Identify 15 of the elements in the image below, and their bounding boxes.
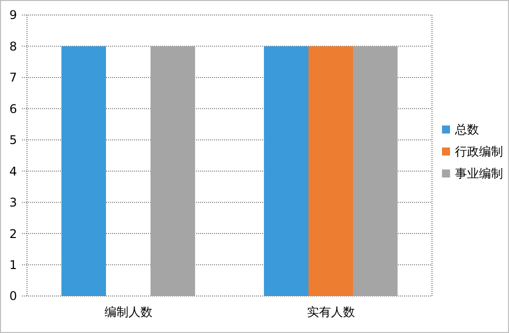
legend-label: 行政编制 — [455, 144, 503, 159]
legend-label: 事业编制 — [455, 166, 503, 181]
y-tick-label: 5 — [9, 133, 17, 148]
y-tick-label: 9 — [9, 8, 17, 22]
y-tick-label: 0 — [9, 289, 17, 304]
x-tick-label: 实有人数 — [306, 305, 355, 319]
y-tick-label: 2 — [9, 226, 17, 241]
y-tick-label: 1 — [9, 258, 17, 272]
legend-label: 总数 — [454, 122, 479, 137]
x-tick-label: 编制人数 — [104, 305, 152, 319]
y-tick-label: 8 — [9, 39, 17, 54]
y-tick-label: 6 — [9, 102, 17, 116]
y-tick-label: 7 — [9, 70, 17, 85]
y-tick-label: 3 — [9, 196, 17, 210]
y-tick-label: 4 — [9, 164, 17, 178]
